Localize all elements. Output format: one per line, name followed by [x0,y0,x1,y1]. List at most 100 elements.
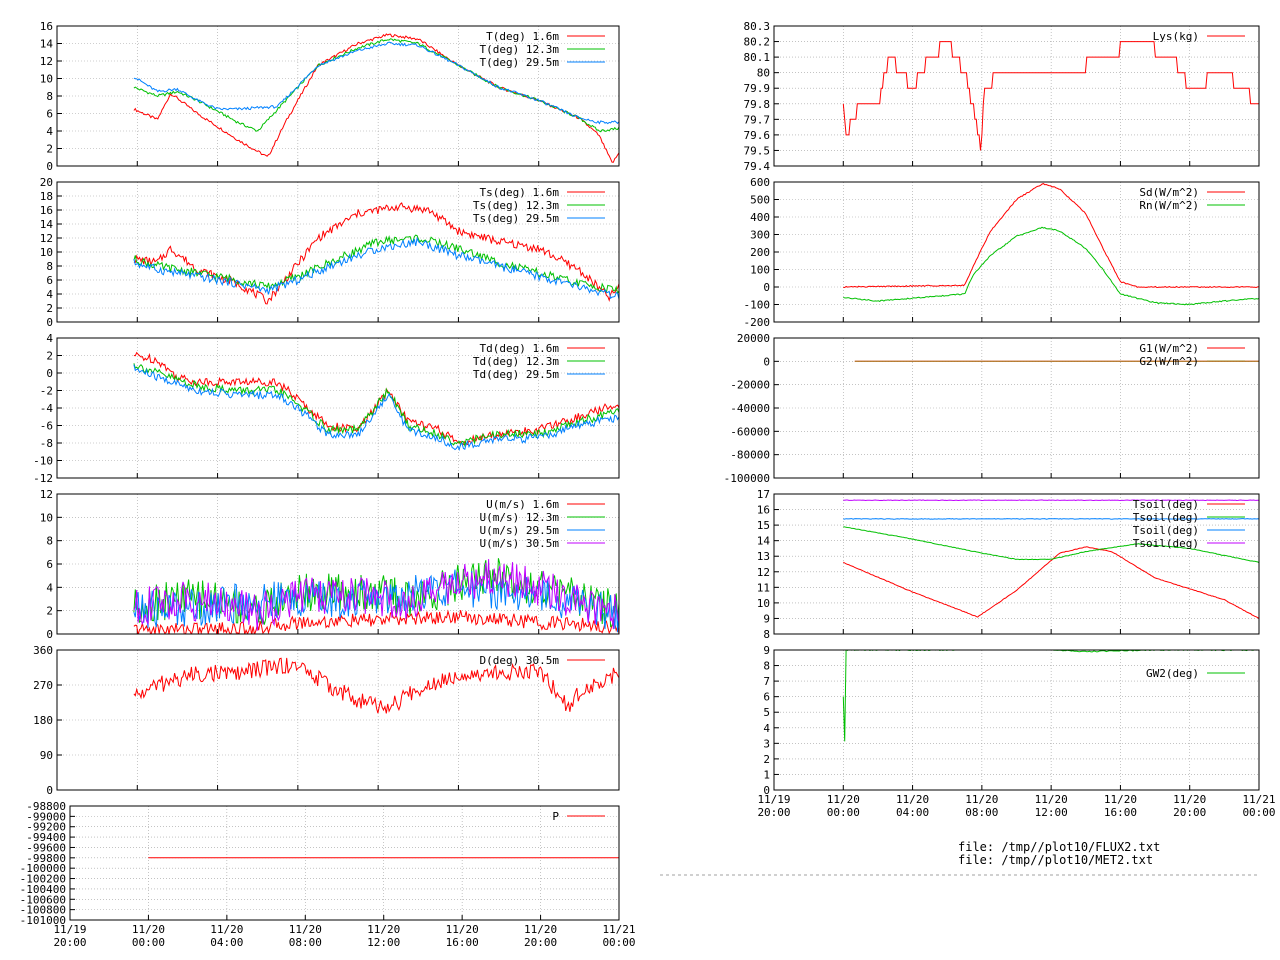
chart-panel-4: 0 2 4 6 8 10 12 U(m/s) 1.6mU(m/s) 12.3mU(m/s) 2… [40,488,620,641]
series-line-4 [133,559,619,631]
legend-label: U(m/s) 12.3m [480,511,560,524]
y-tick-label: 11 [757,581,770,594]
y-tick-label: 10 [40,73,53,86]
y-tick-label: -8 [40,437,53,450]
y-tick-label: 6 [46,108,53,121]
chart-panel-8: -200 -100 0 100 200 300 400 500 600 Sd(W/m^2)Rn(W… [744,176,1260,329]
series-group [133,558,619,634]
x-tick-label-date: 11/21 [1242,793,1275,806]
legend-label: Tsoil(deg) [1133,537,1199,550]
y-tick-label: 18 [40,190,53,203]
x-tick-label-date: 11/20 [210,923,243,936]
legend-label: U(m/s) 29.5m [480,524,560,537]
y-tick-label: 600 [750,176,770,189]
y-tick-label: 8 [763,660,770,673]
y-tick-label: 12 [40,55,53,68]
y-tick-label: 17 [757,488,770,501]
series-line-1 [842,41,1259,151]
legend-label: Sd(W/m^2) [1139,186,1199,199]
y-tick-label: 16 [40,20,53,33]
y-tick-label: 10 [757,597,770,610]
legend-label: U(m/s) 1.6m [486,498,559,511]
y-tick-label: 4 [46,332,53,345]
y-tick-label: -40000 [730,402,770,415]
file-label-met: file: /tmp//plot10/MET2.txt [958,853,1154,867]
file-list: file: /tmp//plot10/FLUX2.txt file: /tmp/… [958,841,1160,867]
x-tick-label-date: 11/20 [1035,793,1068,806]
x-tick-label-date: 11/20 [446,923,479,936]
x-tick-label-time: 04:00 [896,806,929,819]
y-tick-label: 79.5 [744,144,771,157]
y-tick-label: -4 [40,402,54,415]
legend-label: Td(deg) 12.3m [473,355,559,368]
x-tick-label-time: 20:00 [524,936,557,949]
y-tick-label: 2 [46,143,53,156]
y-tick-label: 16 [40,204,53,217]
x-tick-label-time: 12:00 [367,936,400,949]
y-tick-label: 4 [46,125,53,138]
y-tick-label: 200 [750,246,770,259]
y-tick-label: 80 [757,67,770,80]
series-line-3 [133,41,619,125]
y-tick-label: 14 [757,535,771,548]
legend-label: Ts(deg) 1.6m [480,186,560,199]
y-tick-label: 8 [763,628,770,641]
panel-frame [56,181,620,323]
series-group [843,183,1259,306]
series-line-1 [843,546,1259,620]
y-tick-label: 14 [40,38,54,51]
x-tick-label-time: 04:00 [210,936,243,949]
panel-frame [773,181,1260,323]
y-tick-label: 80.2 [744,36,771,49]
x-tick-label-date: 11/20 [289,923,322,936]
legend-label: T(deg) 29.5m [480,56,560,69]
series-group [133,351,619,452]
y-tick-label: -200 [744,316,771,329]
y-tick-label: 16 [757,504,770,517]
legend-label: Ts(deg) 12.3m [473,199,559,212]
y-tick-label: 4 [46,288,53,301]
y-tick-label: 10 [40,511,53,524]
y-tick-label: 0 [763,281,770,294]
legend-label: T(deg) 1.6m [486,30,559,43]
y-tick-label: 9 [763,612,770,625]
x-tick-label-time: 12:00 [1035,806,1068,819]
y-tick-label: -2 [40,385,53,398]
y-tick-label: 79.8 [744,98,771,111]
chart-panel-5: 0 90 180 270 360 D(deg) 30.5m [33,644,620,797]
x-tick-label-time: 20:00 [53,936,86,949]
chart-panel-10: 891011121314151617Tsoil(deg)Tsoil(deg)Ts… [757,488,1260,641]
y-tick-label: -99000 [26,810,66,823]
x-tick-label-date: 11/20 [367,923,400,936]
x-tick-label-time: 00:00 [1242,806,1275,819]
legend-label: Td(deg) 29.5m [473,368,559,381]
panel-frame [56,493,620,635]
y-tick-label: 4 [763,722,770,735]
chart-panel-1: 0 2 4 6 8 10 12 14 16 T(deg) 1.6mT(deg) 12.3mT(de… [40,20,620,173]
panel-frame [56,25,620,167]
series-group [133,202,619,305]
series-line-2 [133,234,619,295]
y-tick-label: -99800 [26,852,66,865]
legend-label: GW2(deg) [1146,667,1199,680]
legend-label: Tsoil(deg) [1133,511,1199,524]
legend-label: D(deg) 30.5m [480,654,560,667]
y-tick-label: -101000 [20,914,66,927]
y-tick-label: 0 [46,367,53,380]
x-tick-label-time: 08:00 [965,806,998,819]
panel-frame [773,25,1260,167]
y-tick-label: 13 [757,550,770,563]
y-tick-label: 5 [763,706,770,719]
series-line-3 [133,236,619,300]
y-tick-label: 90 [40,749,53,762]
x-tick-label-date: 11/20 [132,923,165,936]
y-tick-label: -80000 [730,449,770,462]
series-line-1 [133,609,619,634]
y-tick-label: -100400 [20,883,66,896]
y-tick-label: 2 [46,605,53,618]
y-tick-label: 4 [46,581,53,594]
y-tick-label: 0 [763,784,770,797]
y-tick-label: 2 [46,302,53,315]
y-tick-label: -100600 [20,893,66,906]
series-group [133,33,619,163]
